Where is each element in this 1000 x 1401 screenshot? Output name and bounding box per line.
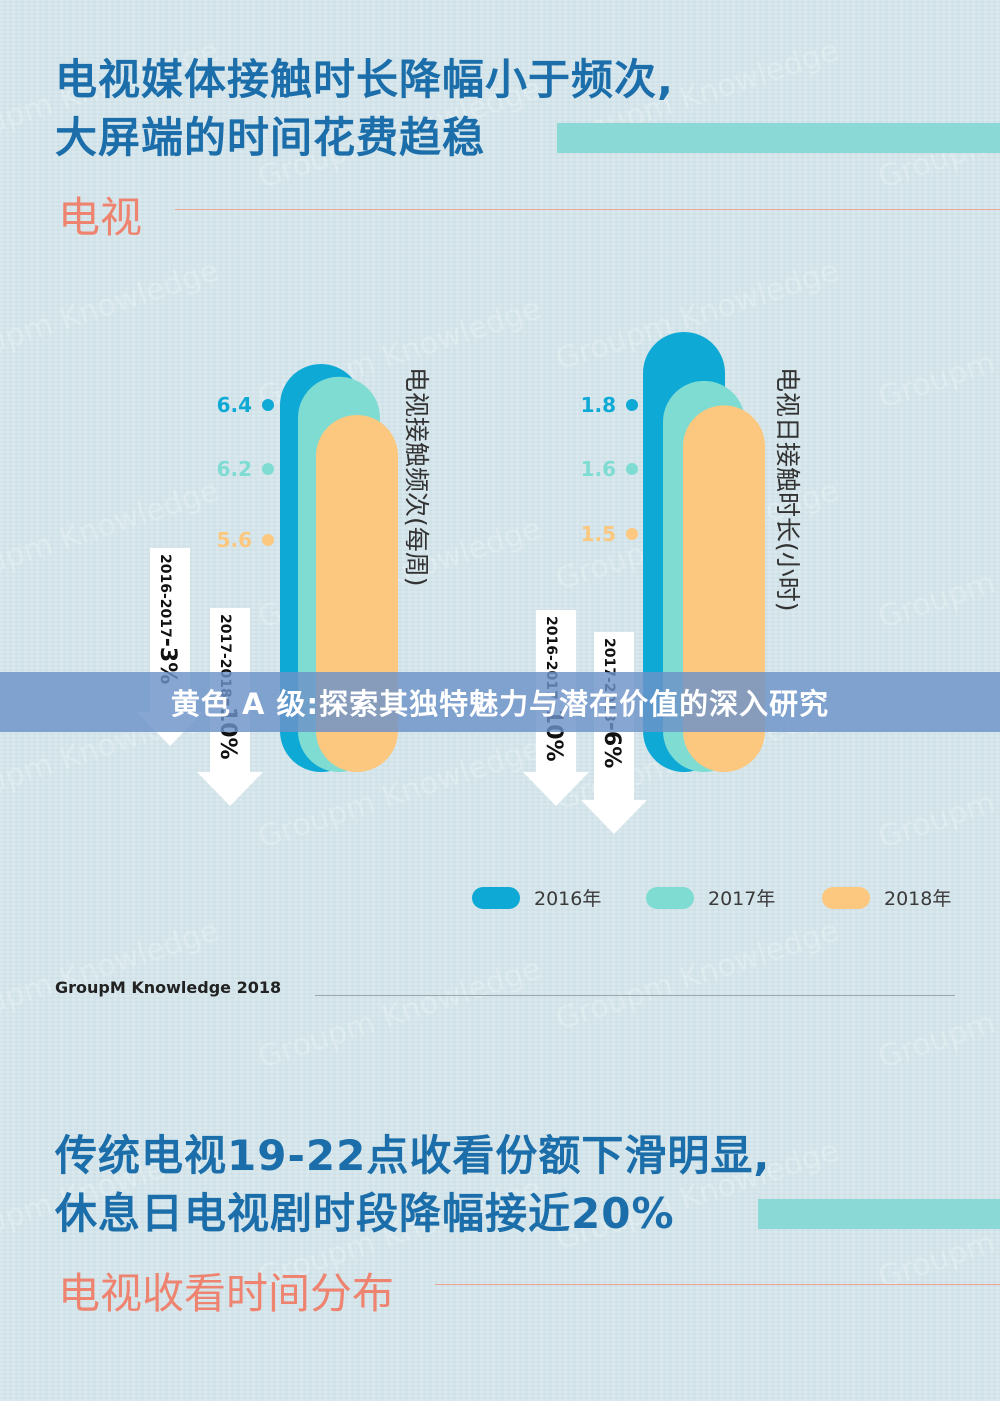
section-label-tv: 电视 xyxy=(58,193,143,242)
legend-label-2016: 2016年 xyxy=(534,888,602,910)
value-label-2017年: 6.2 xyxy=(217,457,252,481)
arrow-head xyxy=(197,772,263,806)
source-divider xyxy=(315,995,955,996)
change-arrow-2: 2017-2018-6% xyxy=(581,632,647,834)
chart-2: 1.81.61.5电视日接触时长(小时)2016-2017-10%2017-20… xyxy=(523,332,802,834)
value-label-2018年: 1.5 xyxy=(581,522,616,546)
legend-item-2017: 2017年 xyxy=(646,884,775,911)
value-dot-2017年 xyxy=(262,463,274,475)
value-dot-2017年 xyxy=(626,463,638,475)
value-label-2017年: 1.6 xyxy=(581,457,616,481)
legend-item-2018: 2018年 xyxy=(822,884,951,911)
legend-label-2018: 2018年 xyxy=(884,888,952,910)
headline2-line-2: 休息日电视剧时段降幅接近20% xyxy=(55,1189,675,1238)
value-dot-2016年 xyxy=(626,399,638,411)
legend-swatch-2016 xyxy=(472,886,520,909)
overlay-banner: 黄色 A 级:探索其独特魅力与潜在价值的深入研究 xyxy=(0,672,1000,732)
value-dot-2018年 xyxy=(626,528,638,540)
accent-bar xyxy=(557,123,1000,153)
headline2-line-1: 传统电视19-22点收看份额下滑明显, xyxy=(55,1131,771,1180)
headline-line-2: 大屏端的时间花费趋稳 xyxy=(55,113,486,162)
section-label-tv-viewing: 电视收看时间分布 xyxy=(58,1269,395,1318)
section-divider-2 xyxy=(435,1284,1000,1285)
value-label-2018年: 5.6 xyxy=(217,528,252,552)
value-label-2016年: 6.4 xyxy=(217,393,252,417)
value-dot-2016年 xyxy=(262,399,274,411)
chart-1: 6.46.25.6 电视接触频次(每周)2016-2017-3% 2017-2018… xyxy=(137,364,431,806)
section-divider xyxy=(175,209,1000,210)
legend-item-2016: 2016年 xyxy=(472,884,601,911)
legend-swatch-2018 xyxy=(822,886,870,909)
arrow-head xyxy=(523,772,589,806)
chart-title: 电视日接触时长(小时) xyxy=(773,367,802,612)
headline-line-1: 电视媒体接触时长降幅小于频次, xyxy=(55,55,674,104)
value-dot-2018年 xyxy=(262,534,274,546)
chart-title: 电视接触频次(每周) xyxy=(402,367,431,587)
accent-bar-2 xyxy=(758,1199,1000,1229)
value-label-2016年: 1.8 xyxy=(581,393,616,417)
arrow-head xyxy=(581,800,647,834)
change-period: 2016-2017 xyxy=(157,554,173,638)
source-note: GroupM Knowledge 2018 xyxy=(55,978,282,997)
legend-label-2017: 2017年 xyxy=(708,888,776,910)
legend-swatch-2017 xyxy=(646,886,694,909)
